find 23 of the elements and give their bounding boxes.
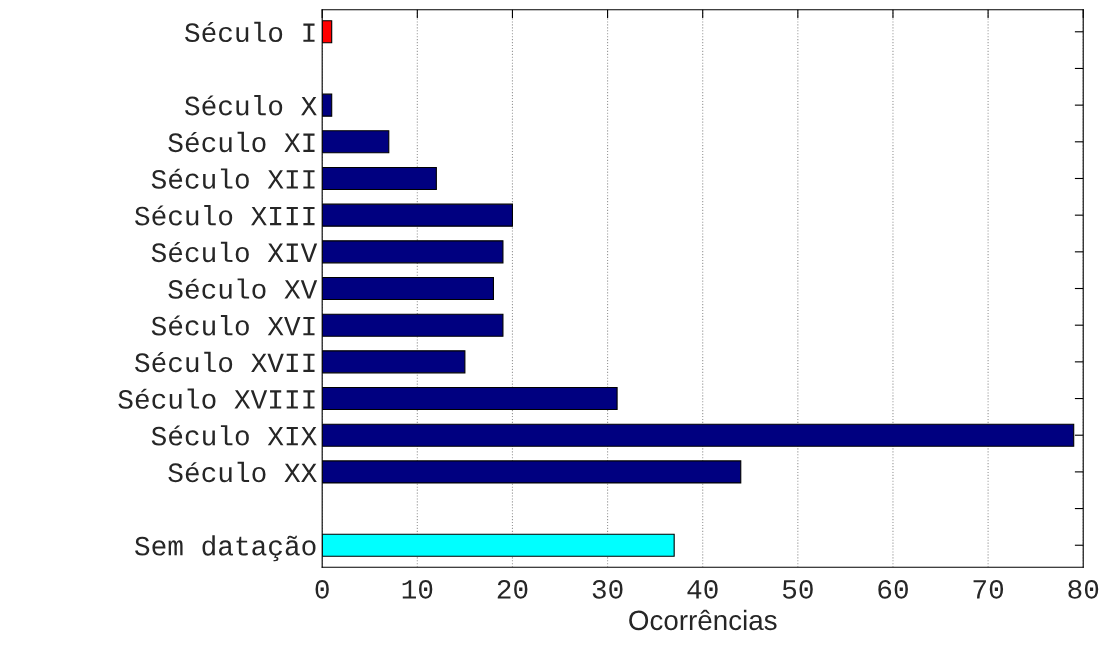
x-tick-label: 30 — [592, 579, 623, 599]
y-tick-label: Século XVI — [151, 315, 315, 336]
y-tick-label: Sem datação — [135, 535, 316, 562]
y-tick-label: Século XIX — [151, 425, 317, 446]
y-tick-label: Século XII — [151, 168, 315, 189]
y-tick-label: Século XVIII — [118, 388, 315, 409]
x-tick-label: 10 — [402, 579, 433, 599]
y-tick-label: Século XIV — [151, 241, 318, 263]
y-tick-label: Século XI — [168, 131, 315, 153]
y-tick-label: Século XX — [168, 461, 317, 483]
y-tick-label: Século XV — [168, 278, 318, 299]
x-tick-label: 50 — [782, 579, 813, 599]
x-tick-label: 80 — [1068, 579, 1099, 599]
y-tick-label: Século XIII — [135, 205, 315, 226]
x-axis-title: Ocorrências — [629, 609, 777, 631]
y-tick-label: Século X — [185, 95, 317, 116]
x-tick-label: 0 — [315, 579, 329, 599]
x-tick-label: 20 — [497, 579, 528, 599]
y-tick-label: Século I — [185, 21, 315, 43]
x-tick-label: 40 — [687, 579, 718, 599]
x-tick-label: 70 — [973, 579, 1004, 599]
x-tick-label: 60 — [878, 579, 908, 599]
y-tick-label: Século XVII — [135, 351, 315, 373]
